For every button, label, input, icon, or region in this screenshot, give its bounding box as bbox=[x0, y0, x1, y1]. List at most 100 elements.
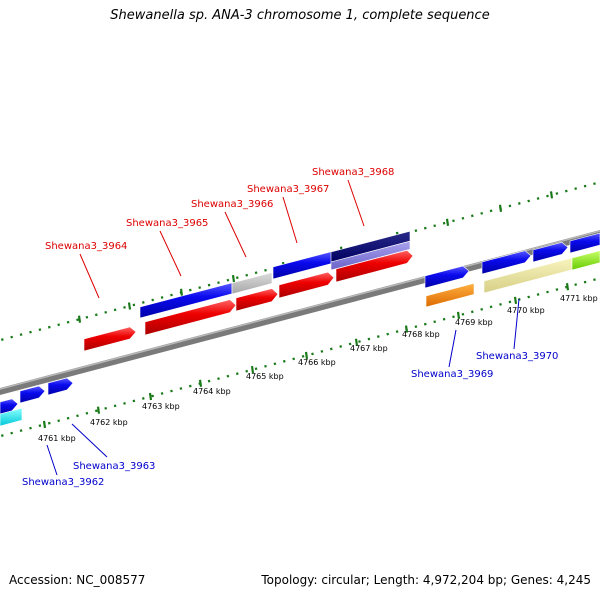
label-leader-line bbox=[448, 329, 457, 368]
label-leader-line bbox=[159, 230, 182, 277]
major-tick bbox=[179, 288, 184, 296]
minor-tick bbox=[433, 320, 437, 324]
scale-tick-label: 4761 kbp bbox=[38, 434, 76, 443]
scale-tick-label: 4769 kbp bbox=[455, 318, 493, 327]
major-tick bbox=[231, 274, 236, 283]
gene-shewana3-3969[interactable] bbox=[424, 265, 470, 289]
minor-tick bbox=[226, 278, 230, 282]
minor-tick bbox=[376, 335, 380, 338]
major-tick bbox=[77, 315, 82, 323]
minor-tick bbox=[282, 359, 286, 363]
gene-label: Shewana3_3963 bbox=[73, 461, 155, 472]
minor-tick bbox=[527, 199, 531, 203]
minor-tick bbox=[593, 182, 596, 186]
gene-shewana3-3968-sub[interactable] bbox=[330, 240, 411, 271]
gene-red-4[interactable] bbox=[278, 271, 335, 299]
gene-shewana3-3966[interactable] bbox=[231, 272, 273, 295]
gene-blue-8[interactable] bbox=[532, 242, 569, 263]
minor-tick bbox=[85, 411, 89, 415]
gene-shewana3-3962[interactable] bbox=[0, 398, 19, 415]
gene-label: Shewana3_3965 bbox=[126, 218, 208, 229]
minor-tick bbox=[508, 204, 512, 208]
gene-features[interactable] bbox=[0, 230, 600, 427]
minor-tick bbox=[10, 431, 14, 435]
label-leader-line bbox=[79, 253, 100, 299]
minor-tick bbox=[226, 374, 230, 378]
minor-tick bbox=[367, 337, 371, 341]
minor-tick bbox=[0, 434, 4, 437]
gene-label: Shewana3_3964 bbox=[45, 241, 127, 252]
major-tick bbox=[96, 406, 101, 414]
minor-tick bbox=[198, 286, 202, 289]
gene-green[interactable] bbox=[571, 250, 600, 271]
gene-shewana3-3963[interactable] bbox=[19, 385, 46, 404]
scale-tick-label: 4762 kbp bbox=[90, 418, 128, 427]
minor-tick bbox=[207, 379, 211, 383]
gene-red-2[interactable] bbox=[144, 299, 237, 336]
minor-tick bbox=[170, 389, 173, 393]
major-tick bbox=[354, 338, 359, 346]
scale-tick-label: 4768 kbp bbox=[402, 330, 440, 339]
minor-tick bbox=[386, 332, 390, 336]
minor-tick bbox=[452, 315, 455, 319]
minor-tick bbox=[339, 345, 343, 348]
minor-tick bbox=[235, 372, 239, 376]
major-tick bbox=[198, 379, 203, 387]
minor-tick bbox=[489, 209, 493, 213]
minor-tick bbox=[179, 387, 183, 390]
minor-tick bbox=[480, 211, 484, 215]
label-leader-line bbox=[224, 211, 247, 258]
gene-red-5[interactable] bbox=[335, 249, 414, 283]
minor-tick bbox=[273, 362, 277, 366]
minor-tick bbox=[29, 330, 32, 334]
gene-label: Shewana3_3962 bbox=[22, 477, 104, 488]
gene-cyan[interactable] bbox=[0, 407, 23, 427]
major-tick bbox=[250, 365, 255, 374]
minor-tick bbox=[536, 293, 540, 296]
minor-tick bbox=[489, 305, 493, 309]
minor-tick bbox=[583, 280, 587, 284]
gene-shewana3-3964[interactable] bbox=[83, 326, 137, 352]
minor-tick bbox=[301, 354, 305, 358]
gene-shewana3-3969-b[interactable] bbox=[425, 282, 475, 308]
minor-tick bbox=[461, 312, 465, 316]
minor-tick bbox=[254, 271, 258, 275]
minor-tick bbox=[414, 325, 418, 329]
gene-blue-9[interactable] bbox=[569, 232, 600, 254]
minor-tick bbox=[94, 313, 98, 317]
gene-label: Shewana3_3970 bbox=[476, 351, 558, 362]
minor-tick bbox=[508, 300, 512, 304]
minor-tick bbox=[188, 288, 192, 292]
gene-label: Shewana3_3968 bbox=[312, 167, 394, 178]
gene-shewana3-3970[interactable] bbox=[481, 250, 532, 275]
minor-tick bbox=[38, 328, 42, 332]
major-tick bbox=[127, 302, 132, 310]
minor-tick bbox=[123, 402, 126, 405]
minor-tick bbox=[141, 301, 145, 304]
major-tick bbox=[445, 218, 450, 226]
scale-tick-label: 4764 kbp bbox=[193, 387, 231, 396]
label-leader-line bbox=[347, 179, 365, 227]
minor-tick bbox=[113, 404, 117, 408]
minor-tick bbox=[245, 369, 249, 373]
minor-tick bbox=[57, 419, 61, 423]
minor-tick bbox=[311, 352, 314, 356]
scale-tick-label: 4766 kbp bbox=[298, 358, 336, 367]
minor-tick bbox=[217, 281, 220, 285]
minor-tick bbox=[57, 323, 61, 327]
minor-tick bbox=[480, 307, 484, 311]
gene-red-3[interactable] bbox=[235, 288, 279, 312]
gene-blue-left-3[interactable] bbox=[47, 377, 74, 396]
scale-tick-label: 4765 kbp bbox=[246, 372, 284, 381]
minor-tick bbox=[170, 293, 173, 297]
minor-tick bbox=[433, 224, 437, 228]
map-title: Shewanella sp. ANA-3 chromosome 1, compl… bbox=[110, 8, 490, 23]
minor-tick bbox=[104, 310, 108, 314]
minor-tick bbox=[207, 283, 211, 287]
minor-tick bbox=[546, 290, 549, 294]
minor-tick bbox=[348, 342, 352, 346]
minor-tick bbox=[66, 416, 70, 420]
minor-tick bbox=[452, 219, 455, 223]
minor-tick bbox=[151, 298, 155, 302]
